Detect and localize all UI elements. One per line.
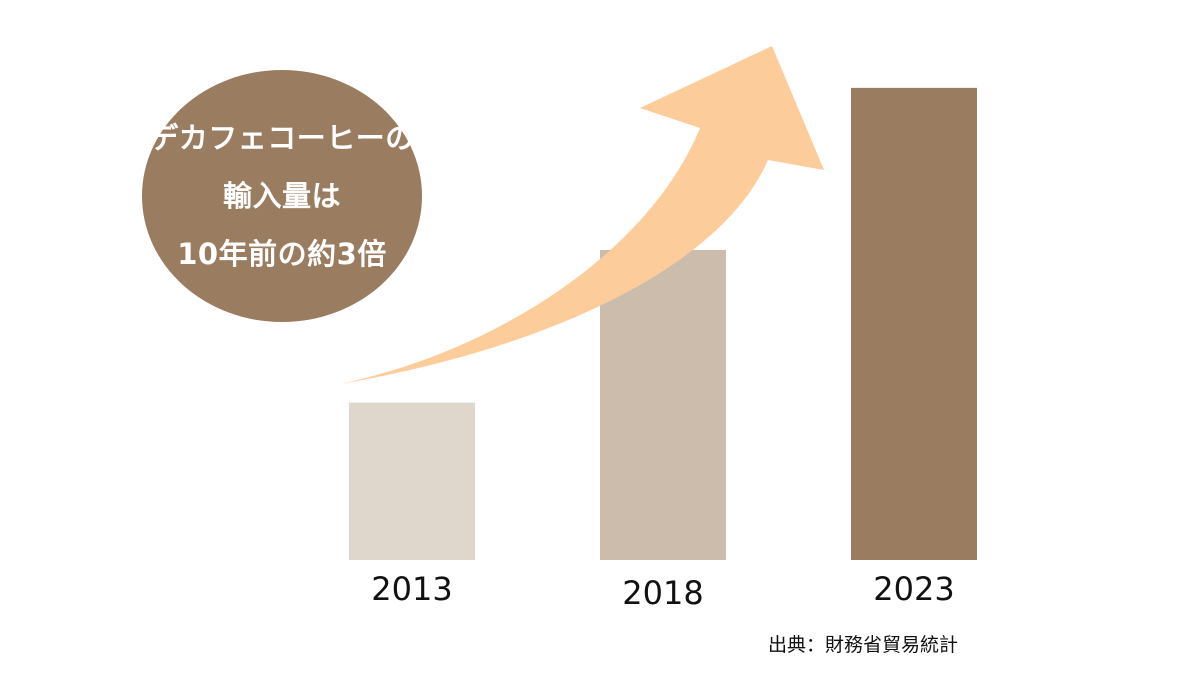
bar-2013	[349, 402, 475, 560]
callout-line-3: 10年前の約3倍	[177, 237, 387, 271]
bar-2023	[851, 87, 977, 561]
callout-line-2: 輸入量は	[222, 179, 341, 213]
trend-arrow	[340, 46, 824, 384]
x-axis-labels: 2013 2018 2023	[371, 570, 954, 612]
x-label-2023: 2023	[873, 570, 954, 608]
bar-2018	[600, 249, 726, 560]
x-label-2013: 2013	[371, 570, 452, 608]
bars-layer	[349, 87, 977, 561]
callout-circle: デカフェコーヒーの 輸入量は 10年前の約3倍	[142, 70, 422, 322]
x-label-2018: 2018	[622, 574, 703, 612]
callout-line-1: デカフェコーヒーの	[149, 121, 415, 155]
source-note: 出典：財務省貿易統計	[768, 634, 959, 656]
